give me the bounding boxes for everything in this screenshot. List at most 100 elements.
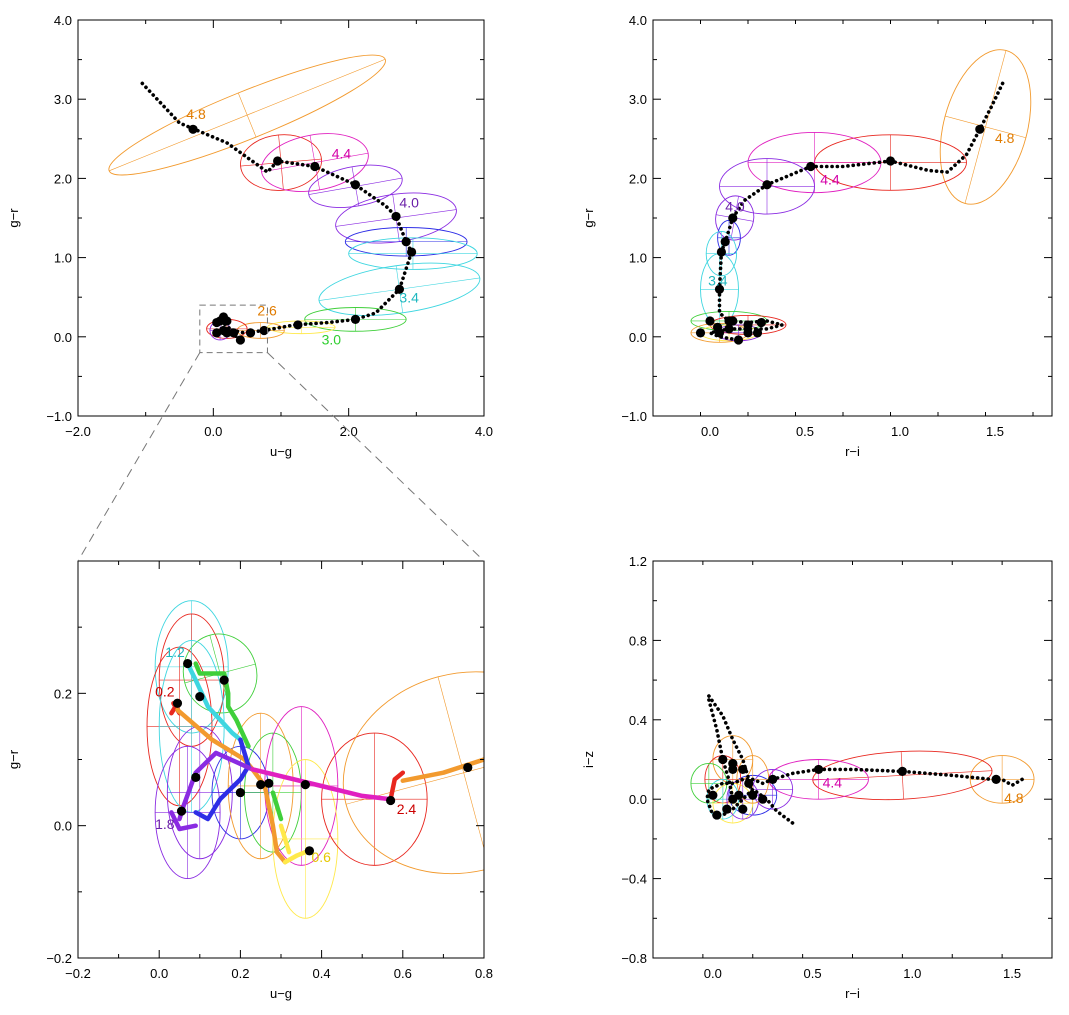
median-color-track — [703, 81, 1005, 342]
data-point — [724, 324, 734, 334]
data-point — [394, 284, 405, 294]
data-point — [714, 284, 725, 294]
data-point — [738, 804, 748, 814]
y-tick-label: 3.0 — [629, 92, 647, 107]
y-tick-label: −1.0 — [621, 409, 647, 424]
data-point — [386, 795, 396, 806]
y-tick-label: 0.2 — [54, 686, 72, 701]
x-tick-label: 4.0 — [475, 424, 493, 439]
plot-area: 4.8 4.4 4.0 3.4 — [690, 49, 1032, 345]
redshift-label: 0.2 — [155, 684, 175, 700]
redshift-label: 4.0 — [725, 199, 745, 215]
y-tick-label: −1.0 — [46, 409, 72, 424]
plot-frame — [652, 19, 1053, 417]
data-point — [758, 794, 768, 804]
data-point — [728, 213, 738, 223]
data-point — [219, 675, 229, 685]
zoom-connector — [77, 304, 485, 562]
y-tick-label: 4.0 — [629, 13, 647, 28]
y-tick-label: 0.0 — [629, 792, 647, 807]
redshift-label: 0.6 — [311, 849, 331, 865]
data-point — [183, 658, 193, 669]
data-point — [813, 764, 824, 775]
data-point — [752, 328, 763, 338]
data-point — [897, 766, 907, 777]
median-color-track — [707, 698, 735, 801]
data-point — [720, 237, 730, 247]
data-point — [728, 758, 738, 769]
x-axis-label: u−g — [270, 986, 292, 1001]
error-ellipse — [969, 755, 1035, 804]
data-point — [256, 780, 266, 790]
data-point — [743, 328, 753, 338]
x-axis-label: r−i — [845, 444, 860, 459]
x-axis-label: r−i — [845, 986, 860, 1001]
y-tick-label: 0.0 — [54, 330, 72, 345]
redshift-track-segment — [185, 661, 243, 742]
redshift-track-segment — [270, 790, 284, 822]
data-point — [733, 335, 744, 345]
redshift-label: 4.8 — [186, 106, 206, 122]
redshift-label: 1.2 — [165, 644, 185, 660]
data-point — [756, 317, 766, 328]
redshift-track-segment — [278, 823, 292, 855]
data-point — [401, 237, 411, 247]
data-point — [722, 804, 732, 814]
x-tick-label: 1.5 — [986, 424, 1004, 439]
ellipse-minor-axis — [237, 92, 257, 138]
data-point — [705, 316, 715, 326]
data-point — [245, 328, 256, 338]
data-point — [806, 161, 816, 172]
data-point — [222, 316, 232, 326]
data-point — [259, 325, 269, 336]
redshift-label: 4.4 — [332, 146, 352, 162]
y-tick-label: 4.0 — [54, 13, 72, 28]
error-ellipse — [154, 745, 221, 880]
plot-area: 4.4 4.8 — [690, 694, 1035, 825]
y-tick-label: 1.2 — [629, 554, 647, 569]
data-point — [762, 180, 772, 190]
redshift-label: 4.0 — [399, 195, 419, 211]
data-point — [712, 810, 722, 820]
data-point — [235, 787, 245, 798]
data-point — [304, 846, 315, 856]
data-point — [195, 692, 205, 702]
data-point — [293, 320, 303, 330]
data-point — [768, 774, 778, 784]
ellipse-minor-axis — [964, 50, 1007, 204]
redshift-label: 4.4 — [823, 774, 843, 790]
y-axis-label: g−r — [6, 208, 21, 228]
data-point — [744, 778, 754, 788]
data-point — [743, 320, 753, 330]
redshift-label: 2.4 — [397, 801, 417, 817]
x-tick-label: 0.5 — [804, 966, 822, 981]
ellipse-minor-axis — [437, 676, 484, 869]
x-tick-label: −0.2 — [65, 966, 91, 981]
redshift-track-segment — [193, 661, 251, 749]
data-point — [218, 325, 229, 336]
x-tick-label: 2.0 — [340, 424, 358, 439]
y-tick-label: −0.2 — [46, 951, 72, 966]
zoom-box — [199, 304, 268, 354]
zoom-connector-left — [77, 352, 201, 562]
redshift-label: 4.8 — [1004, 790, 1024, 806]
data-point — [748, 790, 758, 800]
y-axis-label: i−z — [581, 751, 596, 768]
redshift-track-segment — [250, 767, 393, 802]
redshift-track-segment — [169, 810, 198, 832]
y-tick-label: −0.4 — [621, 872, 647, 887]
data-point — [176, 806, 187, 816]
y-tick-label: −0.8 — [621, 951, 647, 966]
panel-ug-gr-zoom: 1.2 0.2 1.8 0.6 2.4 −0.2 0.0 0.2 0.4 0.6 0.8 −0.2 0.… — [6, 560, 493, 1001]
plot-area: 4.84.44.03.42.63.0 — [108, 54, 481, 348]
data-point — [212, 317, 222, 328]
data-point — [991, 774, 1001, 784]
data-point — [734, 790, 744, 800]
x-tick-label: 0.0 — [704, 966, 722, 981]
data-point — [235, 335, 245, 345]
data-point — [273, 156, 283, 166]
data-point — [191, 772, 201, 782]
redshift-track-segment — [388, 770, 406, 802]
y-tick-label: 0.8 — [629, 633, 647, 648]
